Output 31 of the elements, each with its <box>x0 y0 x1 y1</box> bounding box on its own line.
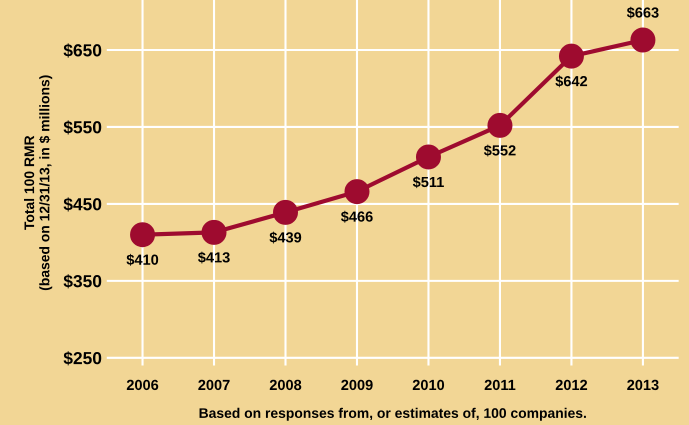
data-label: $439 <box>269 232 302 244</box>
x-tick-label: 2013 <box>627 380 659 390</box>
data-label: $410 <box>126 254 158 266</box>
y-tick-label: $450 <box>64 197 102 212</box>
point <box>273 200 298 225</box>
data-label: $642 <box>555 75 588 88</box>
text: Based on responses from, or estimates of, 100 companies. <box>200 408 586 421</box>
y-axis-title: Total 100 RMR (based on 12/31/13, in $ millions) <box>24 75 52 290</box>
x-tick-label: 2012 <box>556 380 588 390</box>
data-label: $552 <box>484 144 516 157</box>
x-tick-label: 2010 <box>412 380 444 390</box>
x-tick-label: 2008 <box>270 380 302 390</box>
y-tick-label: $250 <box>64 351 102 366</box>
y-tick-label: $650 <box>64 43 102 58</box>
point <box>344 179 370 204</box>
point <box>487 112 512 138</box>
data-label: $511 <box>412 176 444 188</box>
x-tick-label: 2011 <box>484 380 516 390</box>
data-label: $663 <box>626 6 659 19</box>
y-tick-label: $550 <box>64 120 102 135</box>
point <box>202 220 227 245</box>
x-tick-label: 2007 <box>198 380 230 390</box>
point <box>416 144 441 170</box>
y-tick-label: $350 <box>64 274 102 288</box>
data-label: $466 <box>340 210 373 223</box>
data-label: $413 <box>198 252 230 264</box>
point <box>130 222 156 248</box>
point <box>630 28 656 53</box>
x-tick-label: 2009 <box>341 380 373 390</box>
point <box>558 44 584 69</box>
x-tick-label: 2006 <box>126 380 158 390</box>
